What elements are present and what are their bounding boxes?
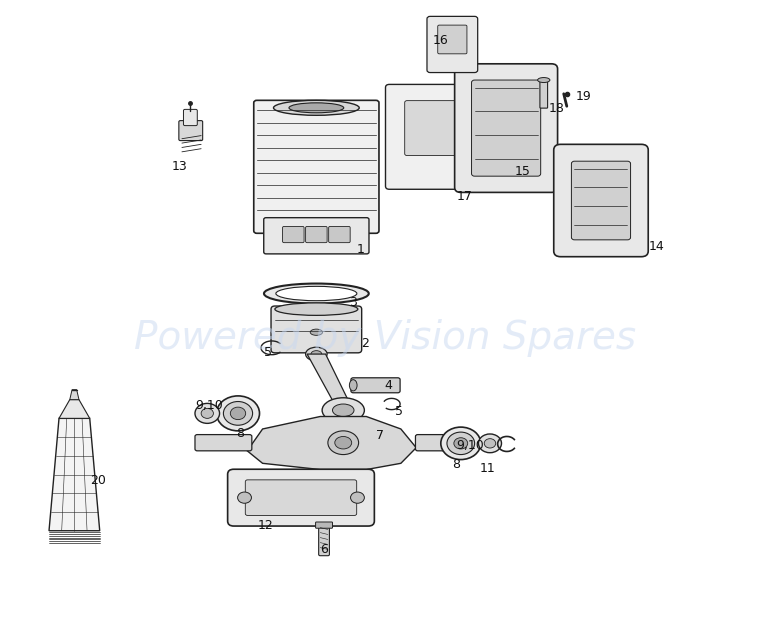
FancyBboxPatch shape xyxy=(472,80,540,176)
Text: 12: 12 xyxy=(258,519,273,532)
Polygon shape xyxy=(69,389,79,399)
Circle shape xyxy=(237,492,251,503)
Text: 2: 2 xyxy=(361,337,369,350)
Ellipse shape xyxy=(289,103,344,113)
Ellipse shape xyxy=(479,434,501,453)
Ellipse shape xyxy=(310,329,322,335)
Text: 20: 20 xyxy=(89,474,106,487)
FancyBboxPatch shape xyxy=(245,480,357,515)
Ellipse shape xyxy=(328,431,359,455)
FancyBboxPatch shape xyxy=(179,120,203,140)
Text: 6: 6 xyxy=(320,543,328,556)
FancyBboxPatch shape xyxy=(183,109,197,125)
FancyBboxPatch shape xyxy=(328,226,350,243)
Ellipse shape xyxy=(322,398,365,423)
Ellipse shape xyxy=(349,380,357,391)
FancyBboxPatch shape xyxy=(554,144,648,256)
Circle shape xyxy=(351,492,365,503)
FancyBboxPatch shape xyxy=(254,100,379,233)
FancyBboxPatch shape xyxy=(386,85,476,189)
FancyBboxPatch shape xyxy=(271,306,362,353)
Text: 3: 3 xyxy=(348,297,356,309)
Ellipse shape xyxy=(201,408,214,418)
Ellipse shape xyxy=(305,347,327,361)
Ellipse shape xyxy=(447,432,475,455)
FancyBboxPatch shape xyxy=(416,435,463,451)
Ellipse shape xyxy=(276,287,357,301)
Text: 5: 5 xyxy=(395,405,402,418)
Ellipse shape xyxy=(264,283,369,303)
Text: 18: 18 xyxy=(548,102,564,115)
FancyBboxPatch shape xyxy=(282,226,304,243)
FancyBboxPatch shape xyxy=(305,226,327,243)
FancyBboxPatch shape xyxy=(405,101,460,155)
Ellipse shape xyxy=(195,403,220,423)
Ellipse shape xyxy=(274,100,359,115)
Polygon shape xyxy=(307,354,351,406)
FancyBboxPatch shape xyxy=(351,378,400,393)
Text: 1: 1 xyxy=(357,243,365,256)
Text: 9,10: 9,10 xyxy=(456,440,484,452)
Text: 8: 8 xyxy=(236,427,244,440)
FancyBboxPatch shape xyxy=(540,81,547,108)
Text: 4: 4 xyxy=(384,379,392,392)
Text: 15: 15 xyxy=(514,165,530,177)
Text: 11: 11 xyxy=(480,462,495,475)
FancyBboxPatch shape xyxy=(455,64,557,192)
Ellipse shape xyxy=(217,396,260,431)
FancyBboxPatch shape xyxy=(571,161,631,240)
FancyBboxPatch shape xyxy=(195,435,252,451)
Ellipse shape xyxy=(537,78,550,83)
Text: Powered by Vision Spares: Powered by Vision Spares xyxy=(134,320,637,357)
Text: 13: 13 xyxy=(172,161,187,173)
FancyBboxPatch shape xyxy=(264,218,369,254)
Text: 8: 8 xyxy=(453,458,460,471)
FancyBboxPatch shape xyxy=(438,25,467,54)
Ellipse shape xyxy=(484,439,496,448)
FancyBboxPatch shape xyxy=(227,469,375,526)
FancyBboxPatch shape xyxy=(427,16,478,73)
Text: 5: 5 xyxy=(264,345,272,359)
Text: 9,10: 9,10 xyxy=(195,399,223,413)
Text: 17: 17 xyxy=(456,189,472,203)
Text: 16: 16 xyxy=(433,34,449,46)
FancyBboxPatch shape xyxy=(315,522,332,528)
Polygon shape xyxy=(49,418,99,530)
Ellipse shape xyxy=(311,350,322,357)
Ellipse shape xyxy=(231,407,246,419)
Polygon shape xyxy=(59,399,89,418)
Text: 14: 14 xyxy=(648,240,664,253)
Ellipse shape xyxy=(332,404,354,416)
FancyBboxPatch shape xyxy=(318,524,329,556)
Ellipse shape xyxy=(454,438,468,449)
Ellipse shape xyxy=(441,427,481,460)
Polygon shape xyxy=(247,416,416,470)
Ellipse shape xyxy=(275,303,358,315)
Ellipse shape xyxy=(335,436,352,449)
Ellipse shape xyxy=(224,401,253,425)
Text: 19: 19 xyxy=(576,90,592,103)
Text: 7: 7 xyxy=(375,429,383,442)
